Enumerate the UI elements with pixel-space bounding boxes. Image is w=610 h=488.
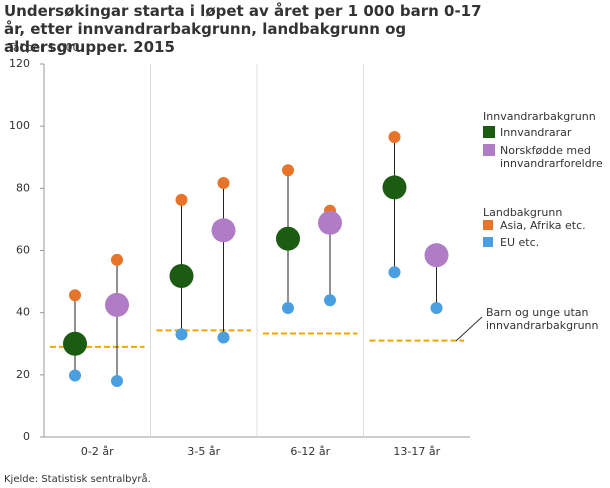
y-axis-label: Tal per 1 000 (8, 41, 80, 54)
chart-title: Undersøkingar starta i løpet av året per… (4, 2, 482, 56)
y-tick-label: 100 (9, 119, 30, 132)
y-tick-label: 80 (16, 181, 30, 194)
group-dot (318, 210, 342, 235)
legend-swatch (483, 220, 493, 230)
leader-line (455, 316, 483, 342)
group-dot (424, 243, 449, 268)
group-dot (211, 218, 236, 243)
legend-swatch (483, 126, 495, 138)
group-dot (169, 263, 194, 288)
origin-dot (217, 331, 230, 344)
origin-dot (175, 193, 188, 206)
origin-dot (217, 177, 230, 190)
y-tick-label: 120 (9, 57, 30, 70)
x-tick-label: 3-5 år (187, 445, 220, 458)
legend-label: Innvandrarar (500, 126, 572, 139)
origin-dot (175, 328, 188, 341)
legend-swatch (483, 144, 495, 156)
origin-dot (69, 369, 81, 382)
y-tick-label: 40 (16, 306, 30, 319)
legend-label: Asia, Afrika etc. (500, 219, 586, 232)
origin-dot (111, 253, 123, 266)
source: Kjelde: Statistisk sentralbyrå. (4, 474, 151, 485)
x-tick-label: 13-17 år (393, 445, 440, 458)
origin-dot (282, 164, 294, 177)
origin-dot (388, 266, 401, 279)
legend-label: EU etc. (500, 236, 540, 249)
y-tick-label: 20 (16, 368, 30, 381)
origin-dot (324, 294, 336, 307)
y-tick-label: 60 (16, 244, 30, 257)
legend-swatch (483, 237, 493, 247)
origin-dot (430, 302, 443, 315)
legend-title: Innvandrarbakgrunn (483, 110, 596, 123)
reference-label: Barn og unge utan innvandrarbakgrunn (486, 306, 599, 332)
origin-dot (388, 131, 401, 144)
origin-dot (111, 375, 123, 388)
group-dot (63, 331, 87, 356)
group-dot (276, 226, 300, 251)
origin-dot (69, 289, 81, 302)
group-dot (105, 292, 129, 317)
x-tick-label: 6-12 år (290, 445, 330, 458)
legend-title: Landbakgrunn (483, 206, 563, 219)
x-tick-label: 0-2 år (81, 445, 114, 458)
group-dot (382, 175, 407, 200)
legend-label: Norskfødde med innvandrarforeldre (500, 144, 603, 170)
origin-dot (282, 302, 294, 315)
y-tick-label: 0 (23, 430, 30, 443)
